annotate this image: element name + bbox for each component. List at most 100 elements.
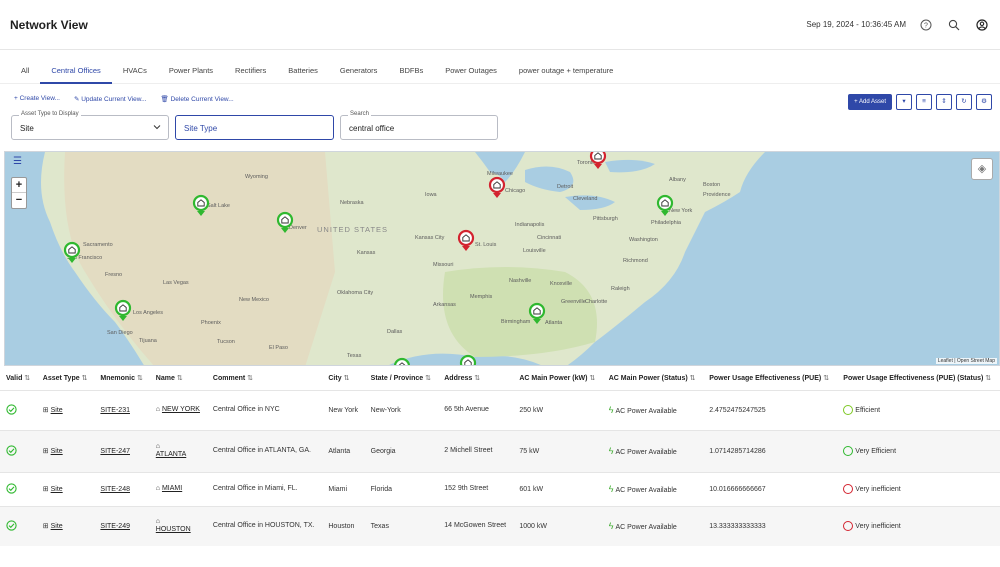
col-state[interactable]: State / Province ⇅ bbox=[370, 374, 432, 382]
filter-icon[interactable]: ▾ bbox=[896, 94, 912, 110]
asset-type-link[interactable]: Site bbox=[50, 523, 63, 531]
asset-type-link[interactable]: Site bbox=[50, 486, 63, 493]
marker-stlouis-pin-icon[interactable] bbox=[457, 229, 475, 253]
marker-miami-pin-icon[interactable] bbox=[459, 354, 477, 366]
update-view-link[interactable]: ✎ Update Current View... bbox=[73, 96, 147, 103]
settings-icon[interactable]: ⚙ bbox=[976, 94, 992, 110]
site-type-field[interactable]: Site Type bbox=[175, 115, 334, 140]
tab-power-outages[interactable]: Power Outages bbox=[445, 65, 497, 75]
tab-batteries[interactable]: Batteries bbox=[288, 65, 318, 75]
pue-status-text: Very inefficient bbox=[855, 485, 901, 493]
search-input[interactable]: Search central office bbox=[340, 111, 498, 140]
zoom-out-button[interactable]: − bbox=[15, 194, 23, 206]
sort-icon: ⇅ bbox=[343, 374, 350, 382]
col-ac-status[interactable]: AC Main Power (Status) ⇅ bbox=[608, 374, 696, 382]
zoom-in-button[interactable]: + bbox=[12, 178, 26, 193]
search-icon[interactable] bbox=[946, 17, 962, 33]
tab-hvacs[interactable]: HVACs bbox=[122, 65, 147, 75]
sort-icon[interactable]: ⇕ bbox=[936, 94, 952, 110]
sort-icon: ⇅ bbox=[474, 374, 481, 382]
sort-icon: ⇅ bbox=[247, 374, 254, 382]
refresh-icon[interactable]: ↻ bbox=[956, 94, 972, 110]
marker-denver-pin-icon[interactable] bbox=[276, 211, 294, 235]
address-cell: 66 5th Avenue bbox=[438, 389, 514, 430]
marker-houston-pin-icon[interactable] bbox=[393, 357, 411, 366]
site-type-placeholder: Site Type bbox=[184, 124, 218, 133]
col-name[interactable]: Name ⇅ bbox=[155, 374, 183, 382]
comment-cell: Central Office in ATLANTA, GA. bbox=[206, 429, 323, 472]
table-row[interactable]: ⊞ Site SITE-247 ⌂ ATLANTA Central Office … bbox=[0, 429, 1000, 472]
create-view-link[interactable]: + Create View... bbox=[14, 95, 60, 102]
col-pue[interactable]: Power Usage Effectiveness (PUE) ⇅ bbox=[709, 374, 830, 382]
marker-atlanta-pin-icon[interactable] bbox=[528, 302, 546, 326]
tab-power-plants[interactable]: Power Plants bbox=[168, 65, 214, 75]
tab-all[interactable]: All bbox=[21, 65, 30, 75]
help-circle-icon[interactable]: ? bbox=[918, 17, 934, 33]
col-asset-type[interactable]: Asset Type ⇅ bbox=[42, 374, 88, 382]
col-address[interactable]: Address ⇅ bbox=[444, 374, 481, 382]
mnemonic-link[interactable]: SITE-231 bbox=[100, 406, 130, 414]
col-pue-status[interactable]: Power Usage Effectiveness (PUE) (Status)… bbox=[843, 374, 992, 382]
page-title: Network View bbox=[10, 17, 88, 32]
map-attribution[interactable]: Leaflet | Open Street Map bbox=[935, 358, 997, 364]
sort-icon: ⇅ bbox=[823, 374, 830, 382]
col-ac-power[interactable]: AC Main Power (kW) ⇅ bbox=[519, 374, 596, 382]
asset-type-value: Site bbox=[20, 124, 34, 133]
site-name-link[interactable]: MIAMI bbox=[161, 485, 183, 492]
columns-icon[interactable]: ≡ bbox=[916, 94, 932, 110]
lightning-icon: ϟ bbox=[608, 446, 614, 456]
top-bar: Network View Sep 19, 2024 - 10:36:45 AM … bbox=[0, 0, 1000, 50]
site-name-link[interactable]: NEW YORK bbox=[161, 406, 200, 413]
asset-type-link[interactable]: Site bbox=[50, 448, 63, 455]
site-icon: ⊞ bbox=[42, 448, 49, 455]
delete-view-link[interactable]: 🗑 Delete Current View... bbox=[160, 96, 234, 103]
network-map[interactable]: ☰ + − ◈ UNITED STATES Sacramento San Fra… bbox=[4, 151, 1000, 366]
col-comment[interactable]: Comment ⇅ bbox=[212, 374, 254, 382]
map-menu-icon[interactable]: ☰ bbox=[13, 156, 22, 167]
map-label-atlanta: Atlanta bbox=[545, 320, 563, 326]
site-icon: ⊞ bbox=[42, 407, 49, 414]
trash-icon: 🗑 bbox=[160, 96, 171, 103]
col-mnemonic[interactable]: Mnemonic ⇅ bbox=[100, 374, 143, 382]
asset-type-link[interactable]: Site bbox=[50, 407, 63, 414]
home-icon: ⌂ bbox=[155, 518, 161, 526]
marker-toronto-pin-icon[interactable] bbox=[589, 152, 607, 171]
asset-type-select[interactable]: Asset Type to Display Site bbox=[11, 111, 169, 140]
col-city[interactable]: City ⇅ bbox=[328, 374, 350, 382]
mnemonic-link[interactable]: SITE-249 bbox=[100, 522, 130, 530]
ac-power-cell: 1000 kW bbox=[513, 505, 603, 546]
tab-generators[interactable]: Generators bbox=[339, 65, 378, 75]
add-asset-button[interactable]: + Add Asset bbox=[848, 94, 892, 110]
tab-bdfbs[interactable]: BDFBs bbox=[399, 65, 424, 75]
table-row[interactable]: ⊞ Site SITE-249 ⌂ HOUSTON Central Office … bbox=[0, 505, 1000, 546]
top-bar-right: Sep 19, 2024 - 10:36:45 AM ? bbox=[806, 17, 990, 33]
tab-central-offices[interactable]: Central Offices bbox=[40, 58, 112, 84]
site-name-link[interactable]: ATLANTA bbox=[155, 451, 187, 458]
map-label-saltlake: Salt Lake bbox=[207, 203, 230, 209]
mnemonic-link[interactable]: SITE-247 bbox=[100, 447, 130, 455]
table-row[interactable]: ⊞ Site SITE-231 ⌂ NEW YORK Central Offic… bbox=[0, 389, 1000, 430]
home-icon: ⌂ bbox=[155, 443, 161, 450]
svg-text:?: ? bbox=[924, 22, 928, 29]
marker-saltlake-pin-icon[interactable] bbox=[192, 194, 210, 218]
marker-chicago-pin-icon[interactable] bbox=[488, 176, 506, 200]
table-row[interactable]: ⊞ Site SITE-248 ⌂ MIAMI Central Office i… bbox=[0, 471, 1000, 506]
map-label-chicago: Chicago bbox=[505, 188, 526, 194]
lightning-icon: ϟ bbox=[608, 405, 614, 415]
sort-icon: ⇅ bbox=[689, 374, 696, 382]
map-label-stlouis: St. Louis bbox=[475, 242, 497, 248]
tab-power-outage-temperature[interactable]: power outage + temperature bbox=[518, 65, 614, 75]
marker-newyork-pin-icon[interactable] bbox=[656, 194, 674, 218]
account-icon[interactable] bbox=[974, 17, 990, 33]
comment-cell: Central Office in NYC bbox=[206, 389, 323, 430]
marker-losangeles-pin-icon[interactable] bbox=[114, 299, 132, 323]
site-name-link[interactable]: HOUSTON bbox=[155, 526, 191, 534]
layers-icon[interactable]: ◈ bbox=[971, 158, 993, 180]
tab-rectifiers[interactable]: Rectifiers bbox=[235, 65, 267, 75]
assets-table: Valid ⇅ Asset Type ⇅ Mnemonic ⇅ Name ⇅ C… bbox=[0, 366, 1000, 546]
col-valid[interactable]: Valid ⇅ bbox=[6, 374, 31, 382]
map-label-sanfrancisco: San Francisco bbox=[67, 255, 103, 261]
mnemonic-link[interactable]: SITE-248 bbox=[100, 485, 130, 493]
ac-status-text: AC Power Available bbox=[615, 408, 677, 415]
marker-sanfrancisco-pin-icon[interactable] bbox=[63, 241, 81, 265]
